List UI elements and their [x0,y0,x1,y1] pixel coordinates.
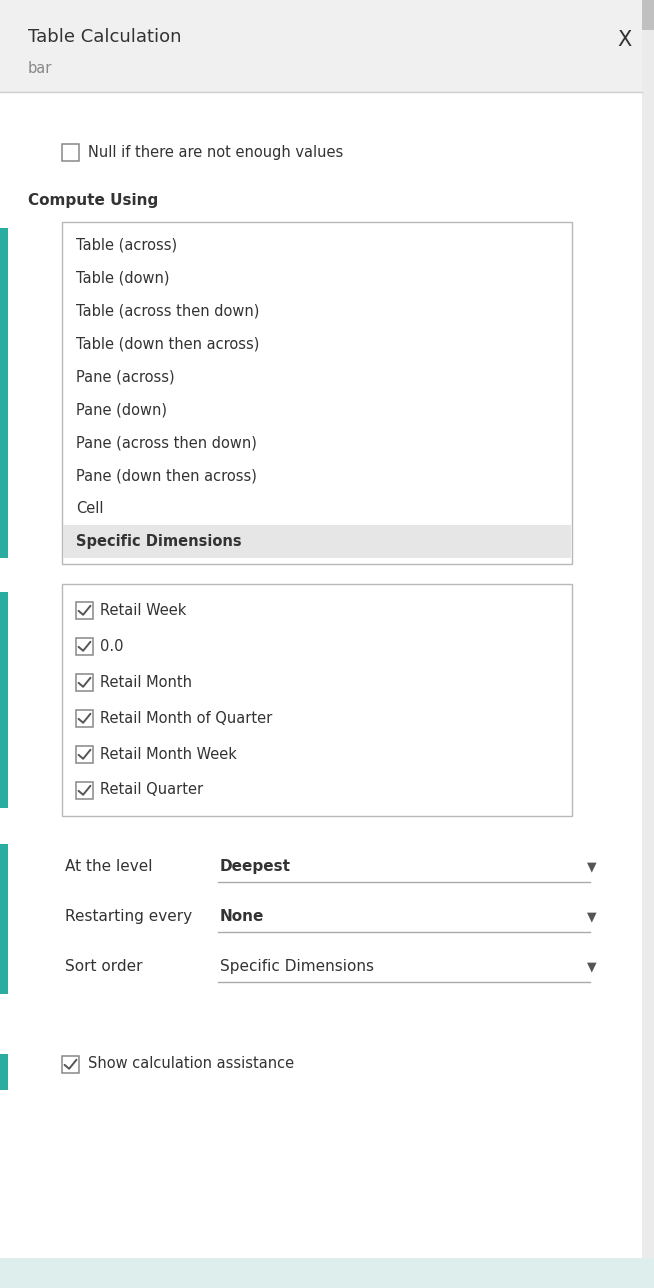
Text: ▼: ▼ [587,960,597,972]
Text: ▼: ▼ [587,860,597,873]
Text: Retail Week: Retail Week [100,603,186,617]
Bar [76,710,93,726]
Bar [0,735,8,772]
Bar [0,492,8,526]
Bar [0,772,8,808]
Bar [0,944,8,994]
Bar [0,228,8,261]
Bar [76,746,93,762]
Text: Table (down): Table (down) [76,270,169,285]
Bar [76,638,93,654]
Text: Retail Month of Quarter: Retail Month of Quarter [100,711,272,725]
Bar [0,526,8,558]
Text: Compute Using: Compute Using [28,192,158,207]
Bar [642,0,654,30]
Bar [0,361,8,393]
Bar [0,261,8,294]
Bar [0,393,8,426]
Bar [63,526,571,558]
Text: ▼: ▼ [587,911,597,923]
Text: Sort order: Sort order [65,960,143,974]
Text: Pane (across then down): Pane (across then down) [76,435,257,450]
Text: 0.0: 0.0 [100,639,124,653]
Text: Pane (down): Pane (down) [76,402,167,417]
Bar [0,327,8,361]
Bar [642,0,654,1288]
Bar [76,601,93,618]
Bar [0,894,8,944]
Bar [0,294,8,327]
Text: Restarting every: Restarting every [65,909,192,923]
Bar [0,1258,654,1288]
Bar [0,699,8,735]
Text: bar: bar [28,61,52,76]
Text: Table (down then across): Table (down then across) [76,336,260,352]
Bar [0,459,8,492]
Bar [0,1054,8,1090]
Text: Deepest: Deepest [220,859,291,875]
Text: Specific Dimensions: Specific Dimensions [76,535,241,549]
Bar [76,674,93,690]
Text: Cell: Cell [76,501,103,516]
Text: Null if there are not enough values: Null if there are not enough values [88,144,343,160]
Text: Pane (down then across): Pane (down then across) [76,468,257,483]
Bar [0,844,8,894]
Bar [0,592,8,629]
Bar [62,1055,79,1073]
Bar [62,222,572,564]
Text: Specific Dimensions: Specific Dimensions [220,960,374,974]
Bar [62,583,572,817]
Bar [0,426,8,459]
Bar [0,665,8,699]
Text: X: X [617,30,631,50]
Bar [0,0,642,91]
Text: Table (across): Table (across) [76,237,177,252]
Text: Retail Quarter: Retail Quarter [100,783,203,797]
Bar [62,143,79,161]
Bar [76,782,93,799]
Text: Show calculation assistance: Show calculation assistance [88,1056,294,1072]
Text: None: None [220,909,264,923]
Text: Retail Month Week: Retail Month Week [100,747,237,761]
Bar [0,629,8,665]
Text: Retail Month: Retail Month [100,675,192,689]
Text: Table Calculation: Table Calculation [28,28,182,46]
Text: Pane (across): Pane (across) [76,368,175,384]
Text: At the level: At the level [65,859,152,875]
Text: Table (across then down): Table (across then down) [76,303,260,318]
